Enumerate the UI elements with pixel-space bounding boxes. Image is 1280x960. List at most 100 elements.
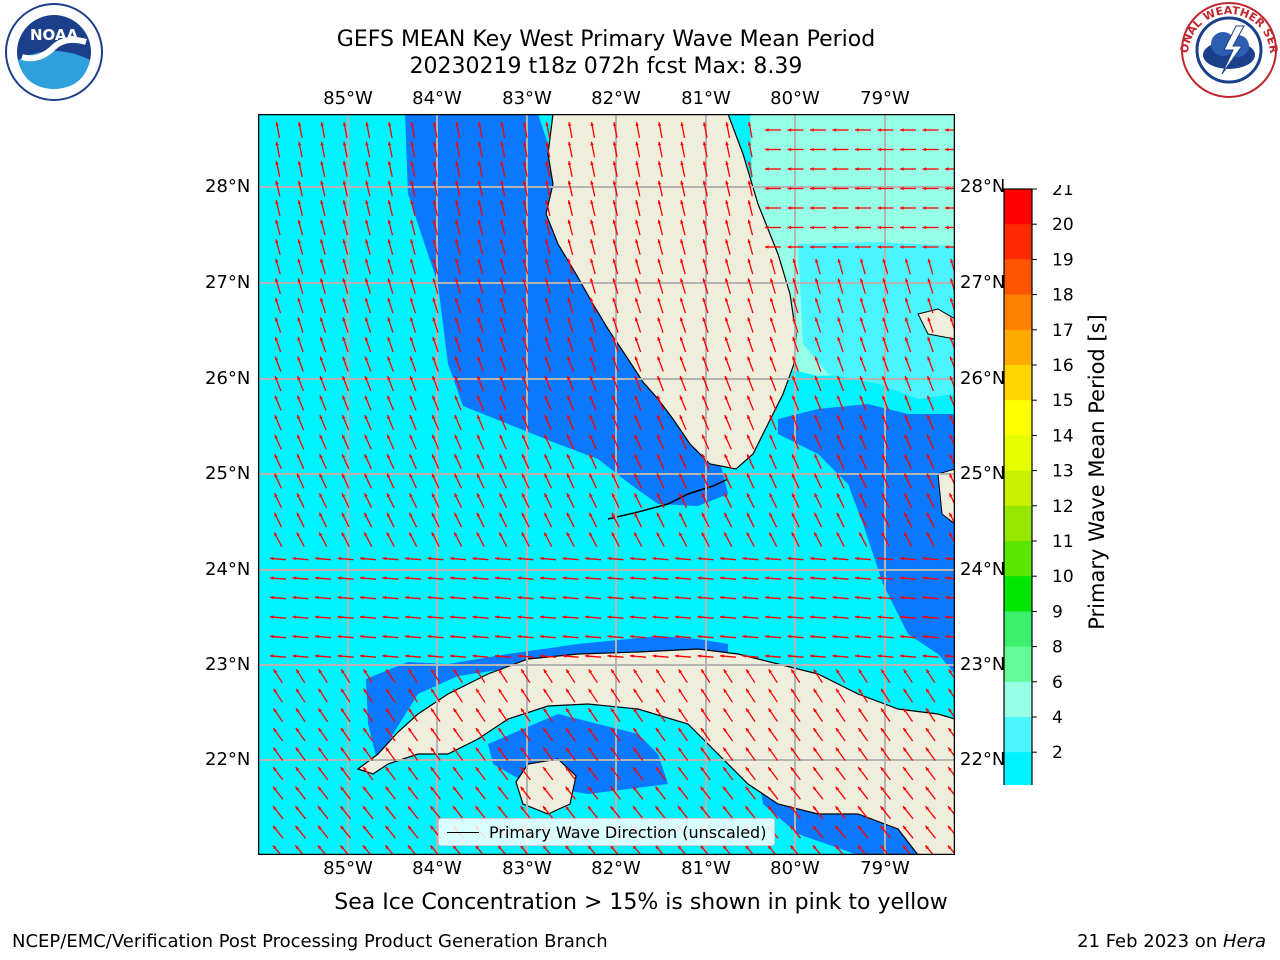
wave-arrow-head bbox=[677, 845, 682, 850]
wave-arrow-head bbox=[769, 415, 773, 420]
wave-arrow-head bbox=[274, 356, 279, 361]
wave-arrow-head bbox=[450, 654, 454, 658]
wave-arrow-head bbox=[450, 595, 454, 600]
wave-arrow-head bbox=[522, 219, 527, 224]
wave-arrow-head bbox=[319, 493, 323, 498]
lon-label-top: 84°W bbox=[412, 88, 462, 109]
legend-label: Primary Wave Direction (unscaled) bbox=[489, 822, 767, 842]
wave-arrow-head bbox=[769, 356, 774, 361]
wave-arrow-head bbox=[522, 454, 526, 459]
wave-arrow-head bbox=[922, 576, 927, 580]
wave-arrow-head bbox=[837, 337, 841, 341]
cuba-north-blue-zone bbox=[366, 636, 728, 764]
wave-arrow-head bbox=[612, 415, 616, 420]
wave-arrow-head bbox=[499, 434, 503, 439]
wave-arrow-head bbox=[815, 317, 819, 322]
wave-arrow-head bbox=[387, 454, 391, 459]
wave-arrow-head bbox=[274, 532, 278, 537]
wave-arrow-head bbox=[633, 728, 637, 732]
wave-arrow-head bbox=[270, 634, 274, 639]
wave-arrow-head bbox=[634, 376, 639, 380]
wave-arrow-head bbox=[948, 669, 953, 674]
wave-arrow-head bbox=[903, 728, 907, 732]
colorbar: 21 20 19 18 17 16 15 14 13 12 11 10 9 8 6 4 2 bbox=[1003, 185, 1074, 785]
wave-arrow-head bbox=[409, 493, 413, 498]
wave-arrow-head bbox=[657, 473, 661, 478]
wave-arrow-head bbox=[701, 532, 705, 537]
wave-arrow-head bbox=[948, 688, 952, 693]
wave-arrow-head bbox=[700, 747, 705, 752]
wave-arrow-head bbox=[903, 669, 908, 674]
wave-arrow-head bbox=[927, 454, 931, 459]
wave-arrow-head bbox=[360, 595, 364, 600]
wave-arrow-head bbox=[790, 825, 795, 830]
wave-arrow-head bbox=[362, 845, 367, 850]
wave-arrow-head bbox=[545, 161, 549, 166]
wave-arrow-head bbox=[724, 532, 728, 537]
wave-arrow-head bbox=[680, 122, 684, 126]
wave-arrow-head bbox=[927, 473, 931, 478]
wave-arrow-head bbox=[611, 669, 615, 674]
wave-arrow-head bbox=[297, 219, 302, 224]
wave-arrow-head bbox=[319, 395, 323, 400]
wave-arrow-head bbox=[545, 239, 549, 244]
wave-arrow-head bbox=[680, 258, 684, 263]
wave-arrow-head bbox=[747, 493, 751, 498]
wave-arrow-head bbox=[697, 634, 702, 639]
wave-arrow-head bbox=[522, 278, 526, 283]
wave-arrow-head bbox=[680, 161, 684, 166]
wave-arrow-head bbox=[769, 473, 773, 478]
wave-arrow-head bbox=[612, 454, 616, 459]
wave-arrow-head bbox=[405, 654, 409, 658]
wave-arrow-head bbox=[787, 225, 792, 230]
wave-arrow-head bbox=[522, 200, 527, 205]
wave-arrow-head bbox=[657, 493, 661, 498]
wave-arrow-head bbox=[747, 180, 752, 185]
wave-arrow-head bbox=[475, 767, 480, 771]
wave-arrow-head bbox=[858, 747, 862, 752]
wave-arrow-head bbox=[318, 825, 322, 830]
wave-arrow-head bbox=[405, 615, 409, 619]
wave-arrow-head bbox=[540, 654, 544, 658]
wave-arrow-head bbox=[567, 415, 571, 420]
wave-arrow-head bbox=[365, 239, 369, 244]
wave-arrow-head bbox=[790, 767, 795, 771]
wave-arrow-head bbox=[792, 258, 796, 263]
wave-arrow-head bbox=[835, 767, 840, 771]
wave-arrow-head bbox=[567, 337, 571, 341]
wave-arrow-head bbox=[341, 532, 345, 537]
wave-arrow-head bbox=[949, 337, 954, 341]
wave-arrow-head bbox=[832, 186, 837, 191]
wave-arrow-head bbox=[363, 669, 368, 674]
colorbar-tick-label: 15 bbox=[1052, 391, 1074, 411]
wave-arrow-head bbox=[882, 317, 886, 322]
wave-arrow-head bbox=[633, 708, 637, 713]
bahamas-land bbox=[917, 308, 955, 340]
wave-arrow-head bbox=[545, 141, 549, 146]
colorbar-segment bbox=[1004, 470, 1032, 507]
wave-arrow-head bbox=[720, 634, 724, 639]
wave-arrow-head bbox=[612, 180, 617, 185]
isla-juventud-land bbox=[515, 758, 577, 815]
wave-arrow-head bbox=[787, 576, 792, 580]
wave-arrow-head bbox=[360, 634, 364, 639]
wave-arrow-head bbox=[612, 161, 617, 166]
wave-arrow-head bbox=[769, 454, 773, 459]
wave-arrow-head bbox=[922, 206, 927, 210]
wave-arrow-head bbox=[477, 376, 481, 380]
wave-arrow-head bbox=[747, 376, 751, 380]
wave-arrow-head bbox=[364, 434, 368, 439]
colorbar-segment bbox=[1004, 681, 1032, 718]
legend-line-swatch bbox=[447, 831, 479, 833]
wave-arrow-head bbox=[387, 473, 391, 478]
wave-arrow-head bbox=[725, 239, 729, 244]
wave-arrow-head bbox=[562, 634, 567, 639]
wave-arrow-head bbox=[589, 434, 593, 439]
wave-arrow-head bbox=[543, 747, 547, 752]
wave-arrow-head bbox=[543, 806, 547, 811]
wave-arrow-head bbox=[745, 728, 750, 732]
wave-arrow-head bbox=[297, 473, 301, 478]
wave-arrow-head bbox=[792, 493, 796, 498]
wave-arrow-head bbox=[297, 278, 301, 283]
wave-arrow-head bbox=[522, 317, 526, 322]
